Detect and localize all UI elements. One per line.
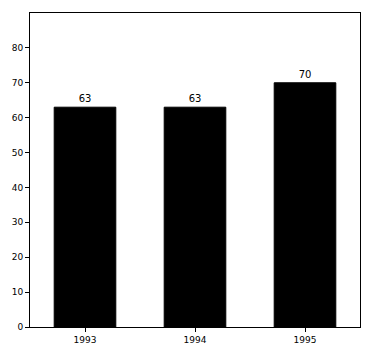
svg-text:30: 30 (12, 217, 24, 227)
svg-text:1994: 1994 (184, 335, 207, 345)
svg-text:63: 63 (79, 93, 92, 104)
svg-text:60: 60 (12, 113, 24, 123)
svg-text:10: 10 (12, 287, 24, 297)
svg-text:80: 80 (12, 43, 24, 53)
svg-text:0: 0 (17, 322, 23, 332)
svg-text:20: 20 (12, 252, 24, 262)
svg-text:50: 50 (12, 148, 24, 158)
svg-text:1993: 1993 (74, 335, 97, 345)
svg-text:40: 40 (12, 183, 24, 193)
svg-text:70: 70 (12, 78, 24, 88)
svg-text:63: 63 (189, 93, 202, 104)
svg-text:70: 70 (299, 69, 312, 80)
svg-text:1995: 1995 (294, 335, 317, 345)
